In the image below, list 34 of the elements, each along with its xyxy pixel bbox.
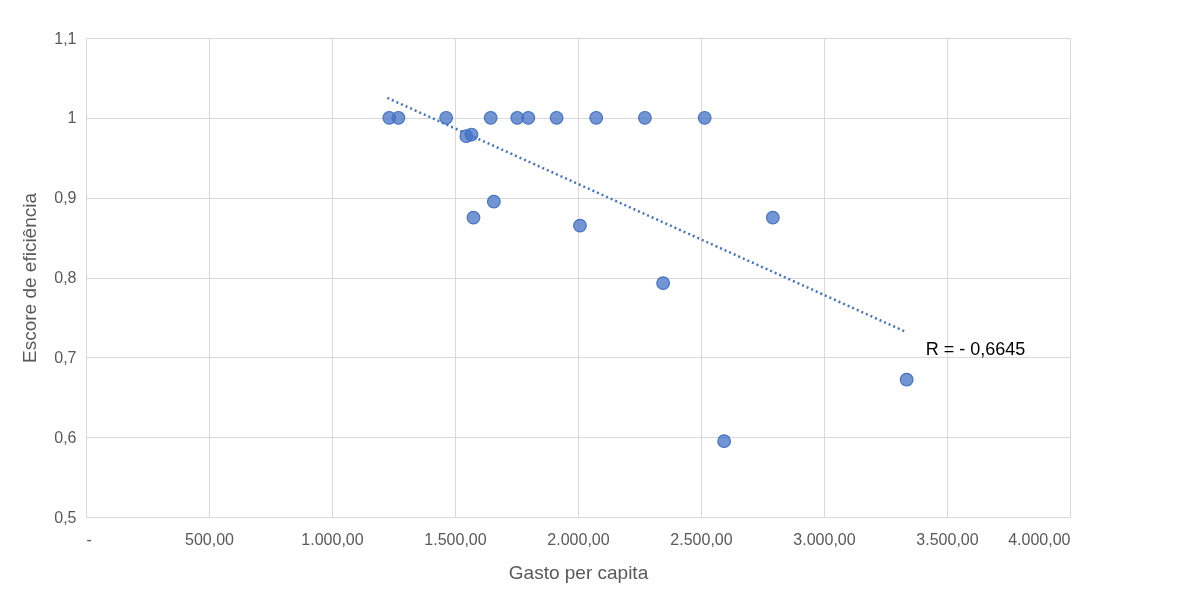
point — [439, 110, 454, 125]
y-tick-label: 1 — [67, 109, 77, 127]
point — [899, 372, 914, 387]
point — [637, 110, 652, 125]
point — [697, 110, 712, 125]
annotation: R = - 0,6645 — [925, 338, 1026, 359]
y-tick-label: 0,7 — [54, 348, 77, 366]
point — [549, 110, 564, 125]
x-tick-label: 4.000,00 — [1008, 530, 1071, 548]
y-tick-label: 0,8 — [54, 269, 77, 286]
x-tick-label: 500,00 — [185, 530, 235, 548]
y-tick-label: 0,5 — [54, 508, 77, 526]
point — [717, 434, 732, 449]
point — [466, 210, 481, 225]
y-axis-title: Escore de eficiência — [19, 192, 41, 364]
x-tick-label: 2.000,00 — [547, 530, 610, 548]
point — [391, 110, 406, 125]
point — [656, 276, 671, 290]
point — [483, 110, 498, 125]
x-tick-label: 1.500,00 — [424, 530, 487, 548]
x-tick-label: - — [86, 530, 92, 548]
y-tick-label: 1,1 — [54, 29, 77, 47]
point — [521, 110, 536, 125]
y-tick-label: 0,9 — [54, 189, 77, 207]
point — [589, 110, 604, 125]
point — [573, 218, 587, 233]
x-tick-label: 3.000,00 — [793, 530, 856, 548]
y-tick-label: 0,6 — [54, 428, 77, 446]
point — [486, 194, 501, 209]
x-axis-title: Gasto per capita — [508, 561, 649, 583]
x-tick-label: 1.000,00 — [301, 530, 364, 548]
x-tick-label: 3.500,00 — [916, 530, 979, 548]
point — [765, 210, 780, 225]
x-tick-label: 2.500,00 — [670, 530, 733, 548]
